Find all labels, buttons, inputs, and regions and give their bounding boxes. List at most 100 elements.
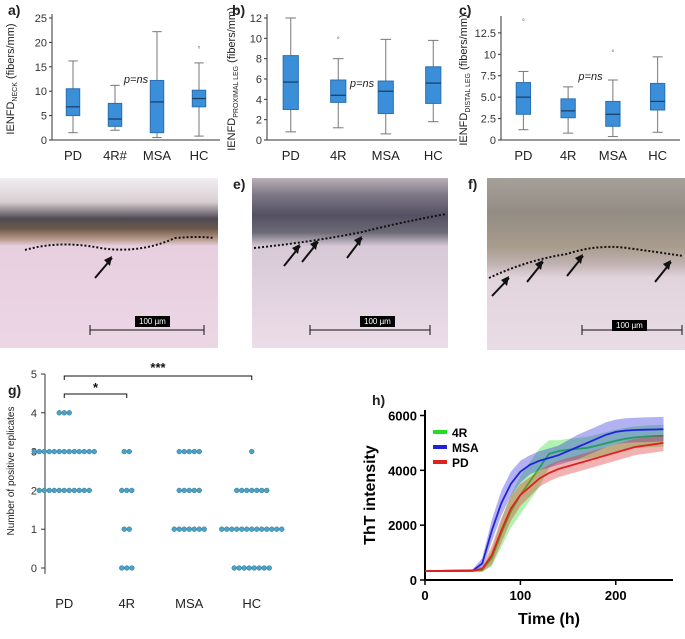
data-point [56, 487, 62, 494]
micrograph-f: 100 µm [487, 178, 685, 350]
data-point [51, 487, 57, 494]
data-point [176, 487, 182, 494]
panel-label-a: a) [8, 2, 21, 18]
data-point [56, 448, 62, 455]
y-tick-label: 0 [490, 135, 496, 147]
category-label: MSA [175, 596, 204, 611]
y-axis-label: ThT intensity [362, 445, 379, 545]
data-point [121, 526, 127, 532]
y-tick-label: 0 [256, 135, 262, 147]
outlier-point: ° [522, 18, 525, 27]
data-point [66, 487, 72, 494]
category-label: HC [190, 148, 209, 163]
data-point [124, 565, 130, 571]
box [425, 66, 442, 104]
data-point [256, 565, 262, 571]
data-point [274, 526, 280, 532]
data-point [56, 410, 62, 416]
y-tick-label: 0 [31, 563, 37, 575]
scalebar-label-e: 100 µm [360, 316, 395, 327]
line-msa [424, 428, 664, 572]
data-point [264, 487, 270, 494]
stat-label: p=ns [123, 74, 149, 86]
data-point [176, 448, 182, 455]
sig-label-pd-4r: * [93, 380, 99, 395]
data-point [71, 487, 77, 494]
data-point [241, 565, 247, 571]
y-tick-label: 4000 [388, 463, 417, 478]
y-tick-label: 12 [250, 13, 262, 25]
data-point [91, 448, 97, 455]
data-point [36, 448, 42, 455]
arrowhead-f1 [501, 276, 509, 286]
stat-label: p=ns [349, 78, 375, 90]
box [107, 102, 123, 127]
box [65, 88, 81, 117]
boxplot-distal-leg: 0 2.5 5.0 7.5 10 12.5 PD 4R MSA HC ° ° p=ns IENFDDIST… [458, 14, 680, 163]
x-tick-label: 200 [605, 588, 627, 603]
data-point [124, 487, 130, 494]
data-point [236, 565, 242, 571]
data-point [176, 526, 182, 532]
data-point [191, 448, 197, 455]
y-tick-label: 6 [256, 74, 262, 86]
dermal-junction-line-f [488, 245, 684, 279]
data-point [191, 487, 197, 494]
box [560, 98, 576, 119]
category-label: MSA [599, 148, 628, 163]
data-point [51, 448, 57, 455]
x-axis-label: Time (h) [518, 611, 580, 628]
box [515, 82, 532, 115]
dermal-junction-line-d [24, 236, 215, 251]
category-label: 4R [330, 148, 347, 163]
outlier-point: ° [611, 49, 614, 58]
data-point [81, 448, 87, 455]
data-point [171, 526, 177, 532]
data-point [66, 410, 72, 416]
category-label: HC [424, 148, 443, 163]
y-axis-label: IENFDPROXIMAL LEG (fibers/mm) [226, 7, 240, 151]
data-point [196, 487, 202, 494]
y-tick-label: 4 [31, 408, 37, 420]
data-point [229, 526, 235, 532]
data-point [239, 487, 245, 494]
y-tick-label: 5.0 [481, 92, 496, 104]
data-point [269, 526, 275, 532]
y-tick-label: 20 [35, 37, 47, 49]
data-point [186, 448, 192, 455]
data-point [81, 487, 87, 494]
scalebar-label-d: 100 µm [135, 316, 170, 327]
data-point [119, 487, 125, 494]
data-point [264, 526, 270, 532]
data-point [249, 526, 255, 532]
line-4r [424, 434, 664, 572]
data-point [196, 448, 202, 455]
y-tick-label: 12.5 [475, 28, 496, 40]
y-tick-label: 2000 [388, 518, 417, 533]
category-label: PD [64, 148, 82, 163]
data-point [61, 487, 67, 494]
x-tick-label: 0 [421, 588, 428, 603]
data-point [181, 487, 187, 494]
category-label: PD [55, 596, 73, 611]
data-point [191, 526, 197, 532]
y-tick-label: 0 [41, 135, 47, 147]
data-point [126, 448, 132, 455]
y-tick-label: 5 [31, 369, 37, 381]
arrowhead-f4 [663, 260, 671, 270]
data-point [61, 410, 67, 416]
y-tick-label: 10 [484, 49, 496, 61]
category-label: 4R# [103, 148, 128, 163]
arrowhead-e2 [310, 240, 318, 250]
category-label: MSA [143, 148, 172, 163]
panel-label-b: b) [232, 2, 246, 18]
arrowhead-e3 [354, 236, 362, 246]
y-tick-label: 2 [256, 115, 262, 127]
y-tick-label: 6000 [388, 408, 417, 423]
category-label: HC [242, 596, 261, 611]
y-tick-label: 25 [35, 13, 47, 25]
data-point [219, 526, 225, 532]
data-point [66, 448, 72, 455]
x-tick-label: 100 [510, 588, 532, 603]
data-point [259, 487, 265, 494]
